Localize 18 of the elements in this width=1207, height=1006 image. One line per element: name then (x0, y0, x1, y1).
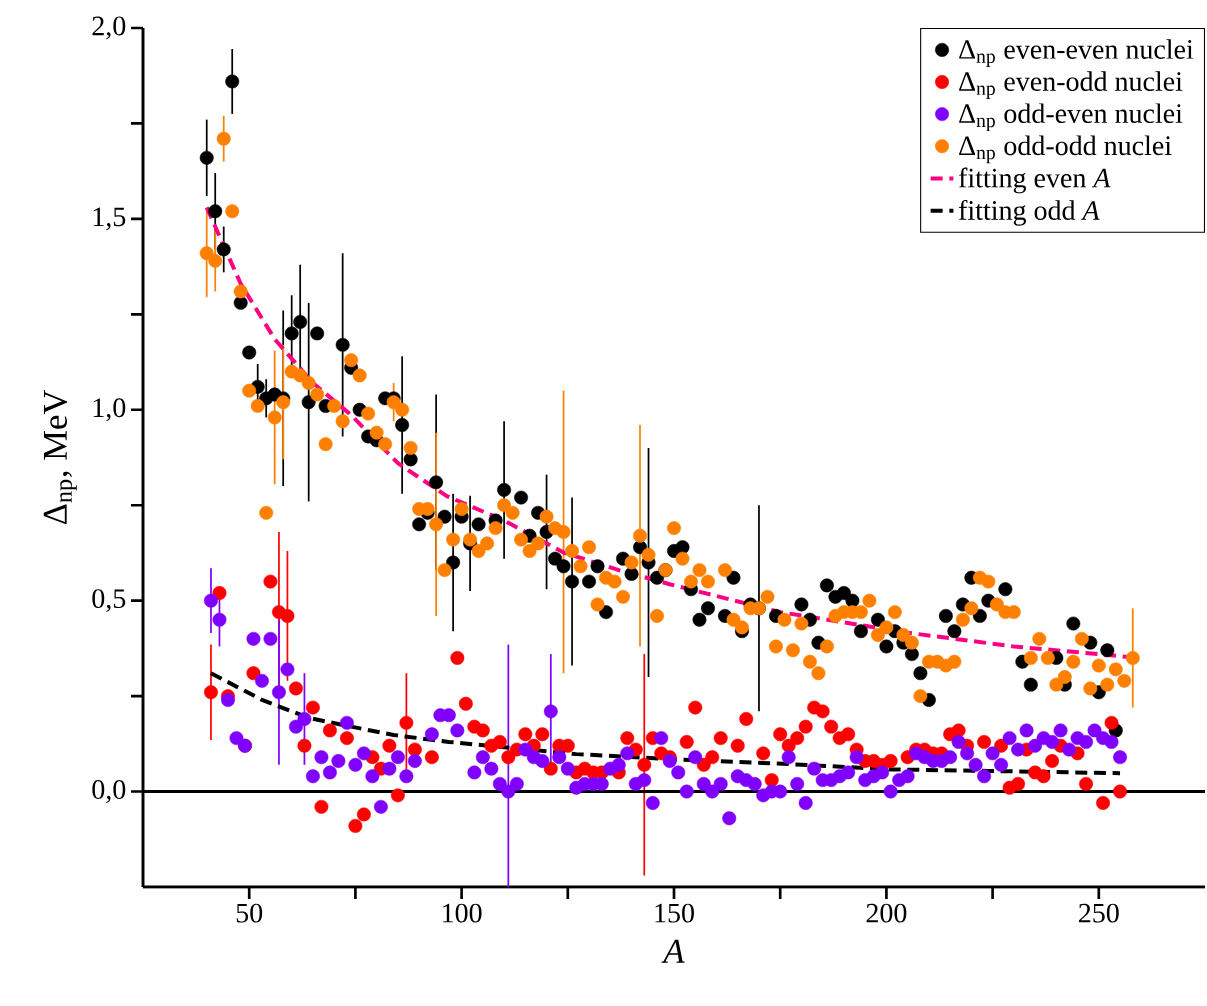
x-tick-label: 250 (1079, 903, 1119, 923)
legend-label: Δ$_{np}$ odd-odd nuclei (959, 135, 1172, 164)
legend-label: fitting odd A (958, 199, 1100, 226)
y-tick-label: 1,0 (93, 398, 126, 422)
x-axis-title: A (661, 939, 685, 963)
y-tick-label: 0,5 (92, 589, 126, 613)
y-axis-title: Δ$_{np}$, MeV (43, 389, 77, 525)
x-tick-label: 200 (866, 903, 907, 923)
y-tick-label: 1,5 (93, 207, 126, 231)
y-tick-label: 2,0 (92, 16, 126, 40)
y-tick-label: 0,0 (92, 780, 126, 804)
x-tick-label: 50 (236, 903, 263, 923)
x-tick-label: 150 (655, 903, 694, 923)
x-tick-label: 100 (443, 903, 482, 923)
legend-label: Δ$_{np}$ even-odd nuclei (959, 71, 1183, 100)
legend-label: fitting even A (958, 167, 1111, 194)
legend-label: Δ$_{np}$ odd-even nuclei (959, 103, 1183, 132)
legend-label: Δ$_{np}$ even-even nuclei (959, 39, 1194, 67)
